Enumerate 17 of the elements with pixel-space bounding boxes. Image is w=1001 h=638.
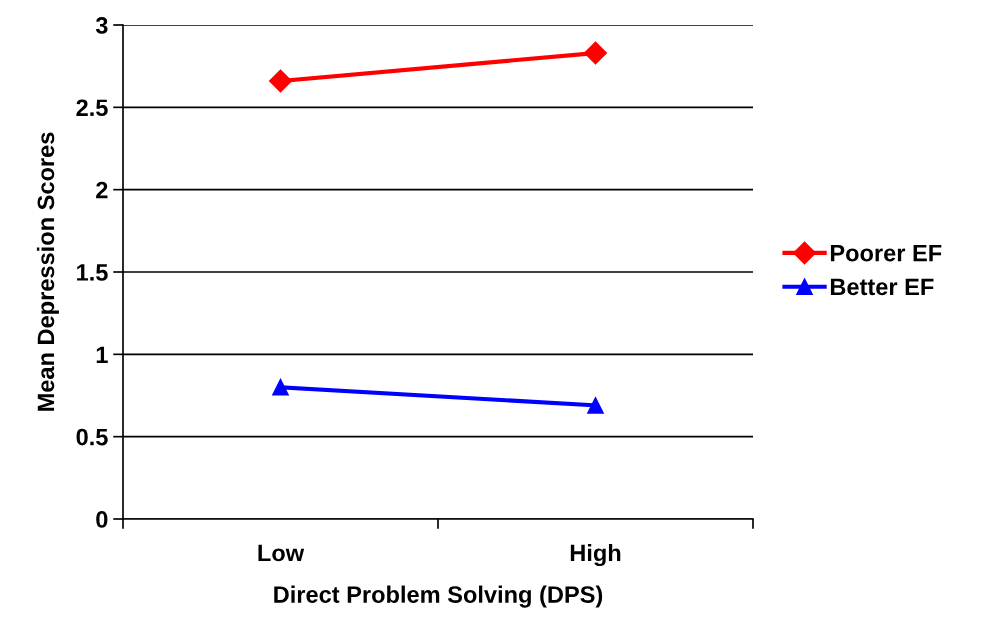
y-tick-label: 0.5	[76, 428, 108, 446]
point	[584, 41, 607, 65]
point	[269, 69, 292, 93]
y-tick-label: 0	[96, 511, 108, 528]
x-tick-label: Low	[258, 544, 305, 562]
y-tick-label: 1	[96, 346, 108, 363]
legend-label: Poorer EF	[830, 244, 942, 262]
point	[272, 378, 289, 396]
y-tick-label: 2	[96, 181, 108, 199]
y-tick-label: 3	[95, 17, 108, 34]
legend-label: Better EF	[830, 278, 934, 296]
y-tick-label: 2.5	[76, 99, 108, 117]
y-axis-title: Mean Depression Scores	[36, 132, 59, 411]
x-tick-label: High	[570, 544, 621, 567]
x-axis-title: Direct Problem Solving (DPS)	[274, 585, 603, 608]
y-tick-label: 1.5	[77, 264, 108, 281]
point	[587, 397, 604, 414]
